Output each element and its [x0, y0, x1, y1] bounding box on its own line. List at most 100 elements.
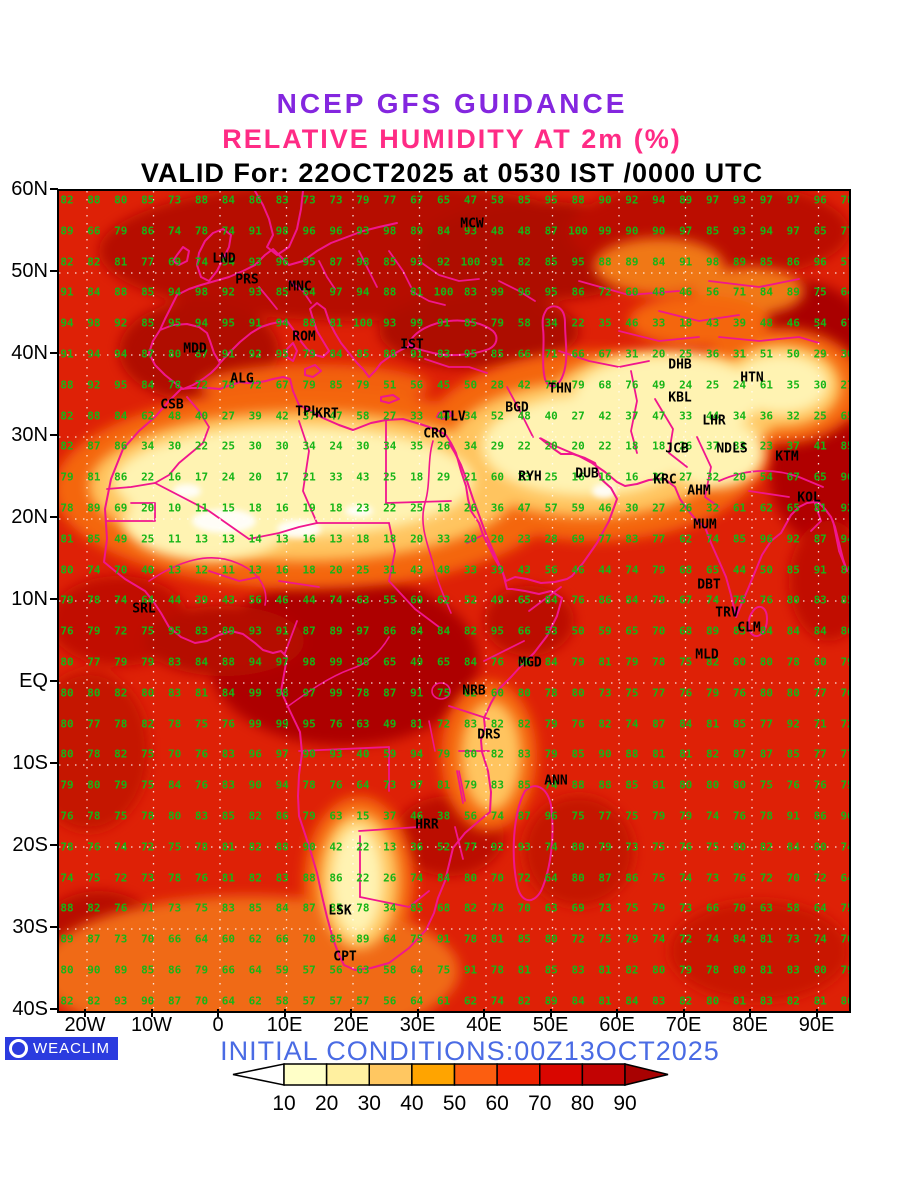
- rh-value: 83: [167, 655, 182, 669]
- rh-value: 85: [383, 255, 397, 269]
- station-label: DUB: [575, 466, 599, 482]
- rh-value: 79: [141, 655, 155, 669]
- rh-value: 85: [705, 224, 720, 238]
- rh-value: 72: [141, 840, 155, 854]
- rh-value: 42: [329, 840, 343, 854]
- rh-value: 82: [759, 840, 774, 854]
- rh-value: 82: [490, 717, 505, 731]
- rh-value: 18: [436, 501, 451, 515]
- rh-value: 86: [114, 439, 128, 453]
- rh-value: 29: [813, 347, 827, 361]
- rh-value: 88: [383, 285, 397, 299]
- rh-value: 89: [732, 255, 747, 269]
- rh-value: 20: [652, 347, 666, 361]
- rh-value: 78: [786, 655, 800, 669]
- rh-value: 83: [436, 347, 451, 361]
- station-label: TRV: [715, 605, 739, 621]
- rh-value: 75: [436, 963, 451, 977]
- rh-value: 82: [517, 255, 531, 269]
- rh-value: 92: [625, 193, 639, 207]
- rh-value: 75: [87, 871, 101, 885]
- rh-value: 77: [652, 686, 666, 700]
- rh-value: 27: [571, 409, 585, 423]
- rh-value: 64: [410, 963, 424, 977]
- rivers-and-lakes: [148, 440, 466, 802]
- rh-value: 69: [571, 532, 585, 546]
- rh-value: 85: [625, 778, 639, 792]
- rh-value: 75: [141, 624, 155, 638]
- lon-label: 70E: [665, 1014, 702, 1036]
- rh-value: 48: [517, 409, 531, 423]
- rh-value: 82: [705, 747, 720, 761]
- rh-value: 83: [275, 871, 289, 885]
- rh-value: 100: [352, 316, 373, 330]
- station-label: KBL: [668, 390, 692, 406]
- rh-value: 85: [517, 193, 531, 207]
- rh-value: 80: [813, 963, 827, 977]
- rh-value: 96: [329, 224, 343, 238]
- rh-value: 88: [302, 871, 316, 885]
- rh-value: 33: [436, 532, 451, 546]
- rh-value: 64: [141, 593, 155, 607]
- rh-value: 43: [221, 593, 236, 607]
- rh-value: 60: [490, 470, 505, 484]
- lat-label: 30S: [12, 916, 48, 938]
- rh-value: 75: [114, 809, 128, 823]
- rh-value: 80: [60, 655, 74, 669]
- lon-tick: [549, 1009, 552, 1017]
- rh-value: 91: [436, 932, 451, 946]
- rh-value: 79: [114, 224, 128, 238]
- black-sea-coastline: [408, 319, 498, 357]
- rh-value: 17: [194, 470, 209, 484]
- rh-value: 43: [705, 316, 720, 330]
- rh-value: 49: [652, 378, 666, 392]
- rh-value: 20: [329, 563, 343, 577]
- rh-value: 46: [410, 809, 424, 823]
- rh-value: 73: [598, 686, 612, 700]
- africa-coastline: [103, 376, 563, 971]
- rh-value: 99: [329, 655, 343, 669]
- rh-value: 80: [87, 686, 101, 700]
- lat-tick: [50, 1008, 58, 1010]
- rh-value: 67: [275, 378, 289, 392]
- station-label: MNC: [288, 279, 312, 295]
- rh-value: 13: [194, 532, 209, 546]
- rh-value: 84: [275, 901, 289, 915]
- rh-value: 81: [410, 285, 424, 299]
- rh-value: 74: [840, 840, 849, 854]
- rh-value: 83: [652, 994, 666, 1008]
- rh-value: 82: [87, 901, 101, 915]
- station-label: KRT: [315, 406, 339, 422]
- rh-value: 85: [221, 809, 236, 823]
- lake-malawi: [458, 770, 466, 802]
- rh-value: 77: [87, 717, 101, 731]
- rh-value: 74: [60, 871, 74, 885]
- rh-value: 91: [60, 285, 74, 299]
- rh-value: 81: [813, 501, 827, 515]
- rh-value: 13: [248, 563, 262, 577]
- rh-value: 85: [732, 532, 747, 546]
- lon-label: 10W: [130, 1014, 173, 1036]
- rh-value: 13: [383, 840, 397, 854]
- rh-value: 62: [248, 932, 262, 946]
- lat-tick: [50, 270, 58, 272]
- rh-value: 87: [544, 224, 558, 238]
- rh-value: 65: [625, 624, 639, 638]
- rh-value: 18: [679, 316, 693, 330]
- rh-value: 83: [167, 686, 182, 700]
- cyprus-coastline: [436, 410, 454, 420]
- rh-value: 67: [410, 193, 424, 207]
- rh-value: 18: [410, 470, 424, 484]
- rh-value: 80: [840, 994, 849, 1008]
- colorbar-tick-label: 50: [443, 1092, 466, 1115]
- rh-value: 75: [598, 932, 612, 946]
- rh-value: 77: [87, 655, 101, 669]
- rh-value: 76: [759, 593, 774, 607]
- rh-value: 83: [786, 963, 800, 977]
- rh-value: 86: [571, 285, 585, 299]
- rh-value: 54: [813, 316, 827, 330]
- rh-value: 80: [813, 655, 827, 669]
- rh-value: 95: [302, 717, 316, 731]
- rh-value: 76: [732, 871, 747, 885]
- rh-value: 18: [383, 532, 397, 546]
